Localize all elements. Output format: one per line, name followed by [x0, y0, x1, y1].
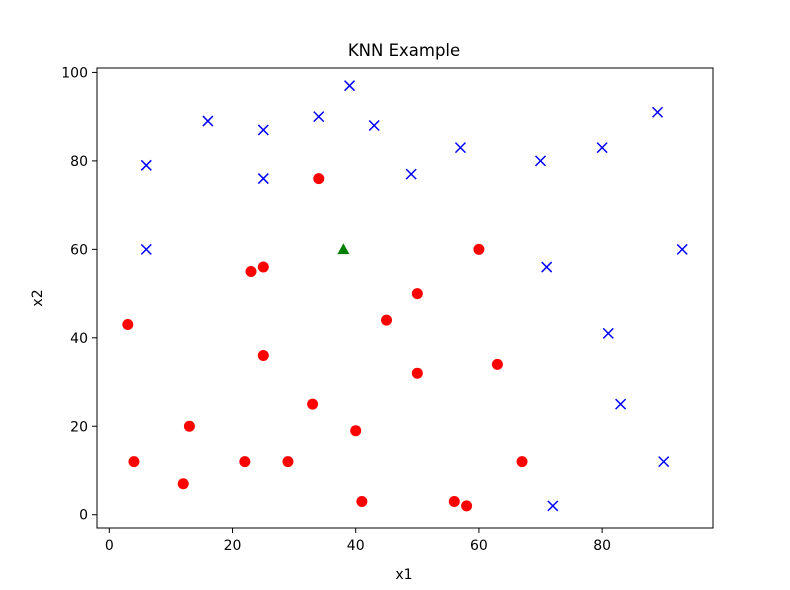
x-axis: 0 20 40 60 80 — [105, 528, 611, 554]
red-circle-point — [411, 288, 423, 300]
blue-x-point — [405, 168, 417, 180]
red-circle-point — [282, 456, 294, 468]
blue-x-point — [676, 243, 688, 255]
x-tick-label: 60 — [470, 538, 488, 554]
x-tick-label: 0 — [105, 538, 114, 554]
y-axis: 0 20 40 60 80 100 — [61, 65, 97, 524]
x-axis-label: x1 — [395, 567, 412, 583]
red-circle-point — [257, 350, 269, 361]
red-circle-point — [356, 495, 368, 507]
blue-x-point — [344, 80, 356, 92]
red-circle-point — [350, 425, 362, 437]
blue-x-point — [652, 106, 664, 118]
red-circle-point — [381, 314, 393, 326]
y-tick-label: 40 — [70, 331, 88, 347]
blue-x-point — [547, 500, 559, 512]
blue-x-point — [541, 261, 553, 273]
red-circle-point — [448, 495, 460, 507]
y-tick-label: 0 — [79, 508, 88, 524]
green-triangle-point — [337, 243, 350, 255]
blue-x-point — [602, 327, 614, 339]
blue-x-point — [313, 111, 325, 123]
blue-x-point — [615, 398, 627, 410]
chart-title: KNN Example — [348, 41, 460, 60]
blue-x-point — [534, 155, 547, 167]
blue-x-point — [596, 142, 608, 154]
x-tick-label: 20 — [224, 538, 242, 554]
red-circle-point — [239, 456, 251, 468]
blue-x-point — [658, 456, 670, 468]
red-circle-point — [245, 265, 257, 277]
red-circle-point — [128, 456, 140, 468]
red-circle-point — [183, 420, 195, 432]
red-circle-point — [122, 319, 134, 331]
y-tick-label: 80 — [70, 154, 88, 170]
blue-x-point — [140, 243, 152, 255]
red-circle-point — [307, 398, 319, 410]
y-tick-label: 20 — [70, 419, 88, 435]
plot-area-frame — [96, 67, 714, 529]
red-circle-point — [461, 500, 473, 512]
y-tick-label: 100 — [61, 65, 88, 81]
y-tick-label: 60 — [70, 242, 88, 258]
red-circle-point — [411, 367, 423, 379]
red-circle-point — [473, 243, 485, 255]
y-axis-label: x2 — [30, 289, 46, 306]
blue-x-point — [257, 124, 269, 136]
blue-x-point — [140, 159, 152, 171]
red-circle-point — [516, 456, 528, 468]
red-circle-point — [491, 358, 503, 370]
x-tick-label: 80 — [593, 538, 611, 554]
blue-x-point — [257, 173, 269, 185]
blue-x-point — [202, 115, 214, 127]
red-circle-point — [177, 478, 189, 490]
red-circle-point — [313, 173, 325, 185]
blue-x-point — [368, 119, 380, 132]
x-tick-label: 40 — [347, 538, 365, 554]
red-circle-point — [257, 261, 269, 273]
blue-x-point — [454, 142, 466, 154]
data-points — [122, 80, 688, 512]
